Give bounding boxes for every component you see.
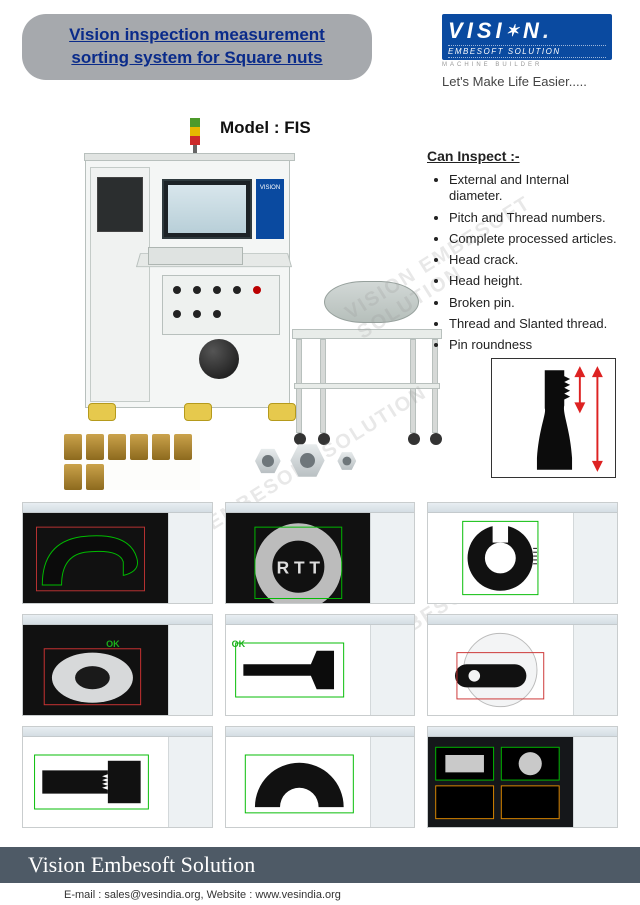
logo-block: VISI✶N. EMBESOFT SOLUTION MACHINE BUILDE…	[442, 14, 622, 89]
tagline: Let's Make Life Easier.....	[442, 74, 622, 89]
inspect-item: Head crack.	[449, 252, 622, 268]
inspect-item: Head height.	[449, 273, 622, 289]
inspect-item: Complete processed articles.	[449, 231, 622, 247]
screenshot: OK	[22, 614, 213, 716]
footer-bar: Vision Embesoft Solution	[0, 847, 640, 883]
inspect-panel: Can Inspect :- External and Internal dia…	[427, 148, 622, 358]
machine-illustration: VISION	[30, 118, 445, 428]
logo-subtitle: EMBESOFT SOLUTION	[448, 45, 606, 58]
hex-nuts-photo	[250, 428, 365, 493]
inspect-item: Broken pin.	[449, 295, 622, 311]
screenshot	[22, 502, 213, 604]
brass-parts-photo	[60, 430, 200, 490]
title-link[interactable]: Vision inspection measurement sorting sy…	[44, 24, 350, 70]
machine-cabinet: VISION	[85, 158, 290, 408]
ok-badge: OK	[232, 639, 246, 649]
title-pill: Vision inspection measurement sorting sy…	[22, 14, 372, 80]
svg-text:R T T: R T T	[276, 557, 320, 577]
inspect-list: External and Internal diameter. Pitch an…	[427, 172, 622, 353]
ok-badge: OK	[106, 639, 120, 649]
inspect-item: Thread and Slanted thread.	[449, 316, 622, 332]
brand-logo: VISI✶N. EMBESOFT SOLUTION	[442, 14, 612, 60]
footer-company: Vision Embesoft Solution	[28, 852, 255, 878]
inspect-item: Pitch and Thread numbers.	[449, 210, 622, 226]
logo-sub2: MACHINE BUILDER	[442, 62, 622, 68]
screenshot	[427, 502, 618, 604]
header: Vision inspection measurement sorting sy…	[0, 0, 640, 95]
screenshot-grid: R T T	[22, 502, 618, 828]
feeder-table	[292, 273, 444, 443]
screenshot	[427, 726, 618, 828]
inspect-item: External and Internal diameter.	[449, 172, 622, 205]
tower-light-icon	[190, 118, 200, 146]
screenshot: OK	[225, 614, 416, 716]
screw-dimension-figure	[491, 358, 616, 478]
footer-contact: E-mail : sales@vesindia.org, Website : w…	[0, 889, 640, 901]
inspect-item: Pin roundness	[449, 337, 622, 353]
screenshot: R T T	[225, 502, 416, 604]
screenshot	[427, 614, 618, 716]
inspect-heading: Can Inspect :-	[427, 148, 622, 164]
screenshot	[225, 726, 416, 828]
bowl-feeder-icon	[324, 281, 419, 323]
screenshot	[22, 726, 213, 828]
